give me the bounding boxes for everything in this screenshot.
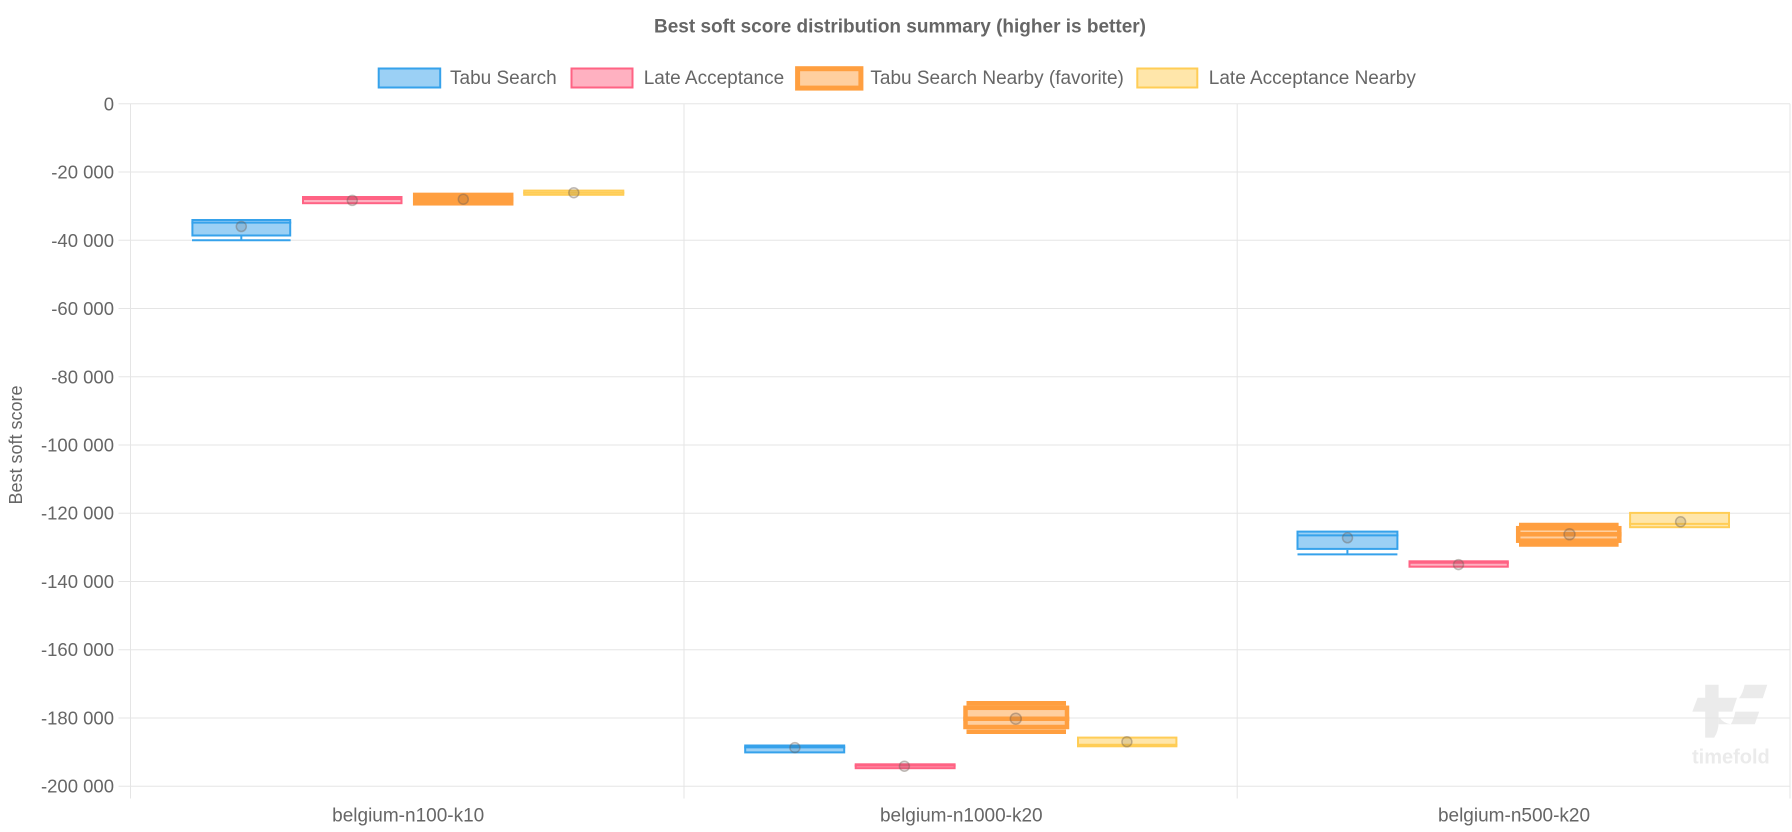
svg-text:belgium-n100-k10: belgium-n100-k10 (332, 806, 484, 827)
svg-text:Best soft score distribution s: Best soft score distribution summary (hi… (654, 16, 1146, 37)
svg-text:Tabu Search Nearby (favorite): Tabu Search Nearby (favorite) (870, 68, 1123, 89)
svg-text:timefold: timefold (1692, 747, 1770, 769)
svg-text:-120 000: -120 000 (41, 503, 114, 524)
svg-text:-40 000: -40 000 (51, 230, 114, 251)
svg-text:belgium-n500-k20: belgium-n500-k20 (1438, 806, 1590, 827)
svg-text:-80 000: -80 000 (51, 366, 114, 387)
svg-text:-140 000: -140 000 (41, 571, 114, 592)
svg-text:Tabu Search: Tabu Search (450, 68, 557, 89)
svg-text:Best soft score: Best soft score (6, 385, 26, 504)
svg-text:Late Acceptance: Late Acceptance (644, 68, 785, 89)
svg-text:-180 000: -180 000 (41, 708, 114, 729)
svg-text:belgium-n1000-k20: belgium-n1000-k20 (880, 806, 1043, 827)
svg-text:-160 000: -160 000 (41, 639, 114, 660)
svg-text:Late Acceptance Nearby: Late Acceptance Nearby (1209, 68, 1417, 89)
svg-text:-20 000: -20 000 (51, 162, 114, 183)
svg-text:-200 000: -200 000 (41, 776, 114, 797)
svg-text:0: 0 (104, 93, 114, 114)
svg-text:-60 000: -60 000 (51, 298, 114, 319)
svg-text:-100 000: -100 000 (41, 435, 114, 456)
